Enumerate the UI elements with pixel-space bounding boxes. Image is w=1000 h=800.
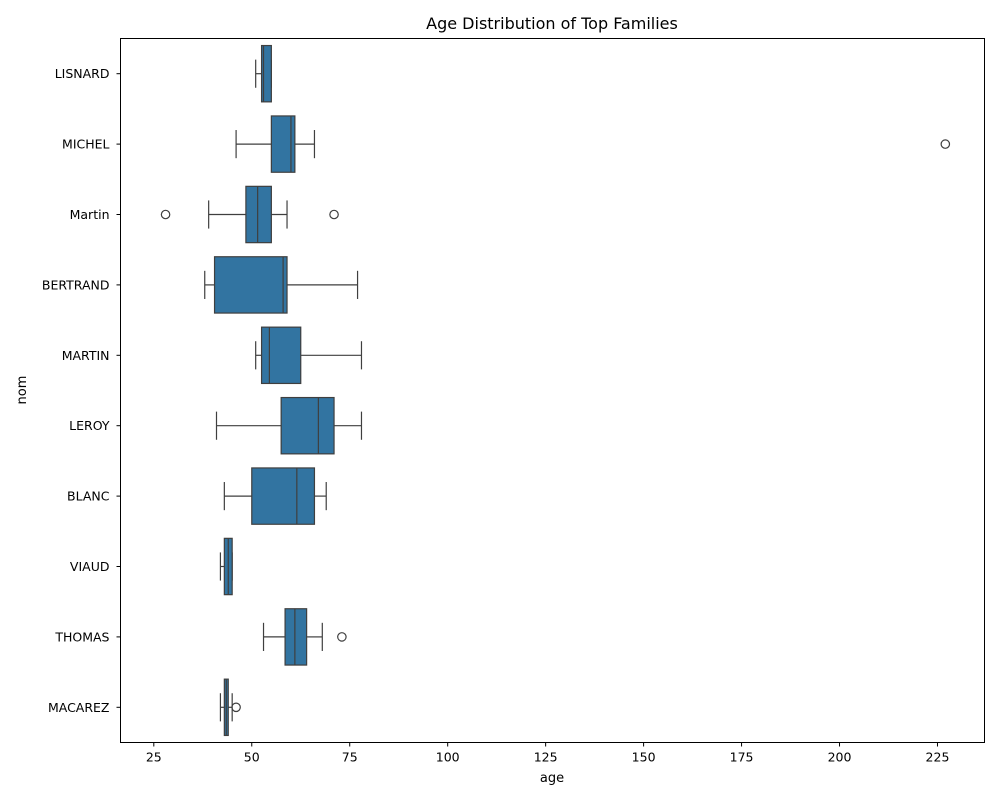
y-tick-label: BERTRAND <box>42 277 110 292</box>
outlier-point <box>329 209 339 220</box>
outlier-point <box>940 139 951 149</box>
box-iqr <box>245 185 272 244</box>
x-axis-ticks: 25 50 75 100 125 150 175 200 225 <box>146 742 950 765</box>
chart-title: Age Distribution of Top Families <box>426 14 678 33</box>
box-iqr <box>251 467 316 525</box>
outlier-point <box>160 209 171 220</box>
box-lisnard <box>255 44 272 103</box>
box-iqr <box>270 115 296 173</box>
x-tick-label: 100 <box>436 750 460 765</box>
y-tick-label: THOMAS <box>54 629 109 644</box>
y-tick-label: MICHEL <box>62 137 109 152</box>
y-tick-label: MARTIN <box>62 348 110 363</box>
box-iqr <box>280 396 335 455</box>
x-tick-label: 75 <box>342 750 358 765</box>
box-michel <box>235 115 951 173</box>
box-iqr <box>284 608 308 666</box>
box-martin <box>255 326 363 385</box>
y-tick-label: Martin <box>70 207 110 222</box>
outlier-point <box>231 702 241 713</box>
outlier-point <box>337 632 347 642</box>
box-group <box>160 44 951 737</box>
box-bertrand <box>204 256 359 314</box>
y-tick-label: LEROY <box>69 418 110 433</box>
y-tick-label: MACAREZ <box>48 700 110 715</box>
box-thomas <box>262 608 347 666</box>
box-leroy <box>215 396 363 455</box>
x-tick-label: 175 <box>730 750 754 765</box>
box-macarez <box>219 678 241 737</box>
box-blanc <box>223 467 327 525</box>
box-iqr <box>213 256 288 314</box>
box-viaud <box>219 537 233 596</box>
x-axis-label: age <box>540 771 564 786</box>
x-tick-label: 200 <box>828 750 852 765</box>
y-tick-label: BLANC <box>67 489 110 504</box>
y-tick-label: VIAUD <box>70 559 110 574</box>
plot-area-frame <box>120 38 985 743</box>
y-tick-label: LISNARD <box>55 66 110 81</box>
x-tick-label: 25 <box>146 750 162 765</box>
x-tick-label: 50 <box>244 750 260 765</box>
y-axis-ticks: LISNARD MICHEL Martin BERTRAND MARTIN LEROY BL… <box>42 66 121 715</box>
box-iqr <box>260 44 272 103</box>
x-tick-label: 225 <box>926 750 950 765</box>
box-iqr <box>260 326 302 385</box>
x-tick-label: 125 <box>534 750 558 765</box>
box-martin <box>160 185 339 244</box>
y-axis-label: nom <box>15 376 30 405</box>
x-tick-label: 150 <box>632 750 656 765</box>
